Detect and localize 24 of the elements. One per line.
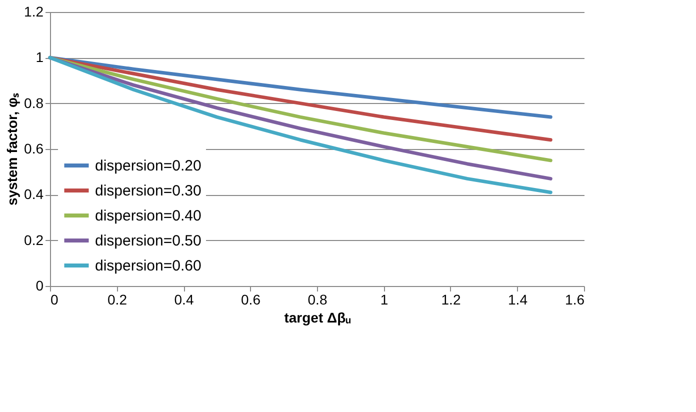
legend-label: dispersion=0.30 [95,182,202,200]
legend-label: dispersion=0.60 [95,258,202,274]
legend-label: dispersion=0.50 [95,232,202,250]
y-tick-label: 0.8 [24,94,44,111]
x-tick-label: 0.4 [174,292,194,308]
legend-label: dispersion=0.20 [95,158,202,174]
y-tick-label: 1.2 [24,4,44,20]
y-tick-label: 1 [36,49,44,66]
x-tick-label: 1 [380,292,388,308]
legend-label: dispersion=0.40 [95,208,202,224]
x-tick-label: 0.8 [308,292,328,308]
y-tick-label: 0.4 [24,186,44,202]
x-tick-label: 0.2 [108,292,128,308]
x-tick-label: 0 [50,292,58,308]
x-tick-label: 1.6 [565,292,585,308]
x-axis-title: target Δβᵤ [284,310,351,326]
y-axis-title: system factor, φₛ [4,92,20,206]
y-tick-label: 0 [36,278,44,294]
x-tick-label: 1.2 [441,292,461,308]
y-tick-label: 0.6 [24,140,44,156]
y-tick-label: 0.2 [24,232,44,248]
x-tick-label: 1.4 [508,292,528,308]
line-series [48,56,552,119]
x-tick-label: 0.6 [241,292,261,308]
